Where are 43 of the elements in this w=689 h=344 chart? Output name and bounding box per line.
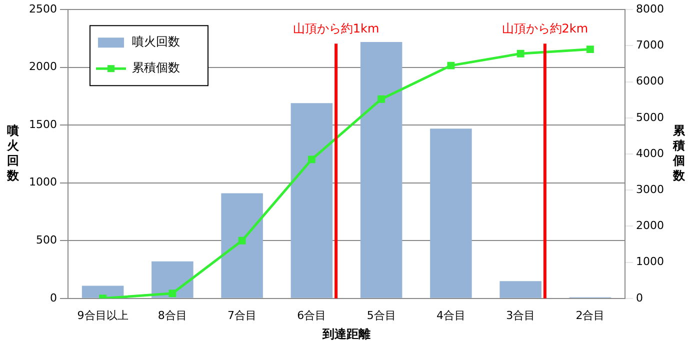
x-tick-label: 2合目 [576,308,605,322]
point [308,156,316,164]
x-tick-label: 6合目 [297,308,326,322]
x-tick-label: 9合目以上 [77,308,128,322]
y-tick-label: 500 [36,234,57,246]
y2-tick-label: 1000 [636,255,664,268]
x-tick-label: 7合目 [228,308,257,322]
point [378,95,386,103]
x-tick-label: 4合目 [436,308,466,322]
y-axis-title: 噴火回数 [6,124,20,183]
point [168,290,176,298]
point [586,46,594,54]
y-tick-label: 1000 [28,176,57,189]
legend-label: 累積個数 [132,60,180,75]
y2-tick-label: 2000 [636,219,664,232]
y-tick-label: 1500 [28,118,57,131]
bar [221,193,263,298]
ref-line-label: 山頂から約2km [502,22,588,36]
y2-tick-label: 4000 [636,146,664,160]
y2-tick-label: 0 [636,291,644,304]
point [516,50,524,58]
bar [290,103,333,298]
y2-tick-label: 3000 [636,182,664,196]
point [238,236,246,244]
bar [152,261,194,298]
y2-tick-label: 6000 [636,74,664,88]
point [447,62,455,70]
y2-tick-label: 8000 [636,2,664,16]
bar [360,42,402,298]
bar [500,281,542,298]
y-tick-label: 2500 [28,2,57,16]
y2-tick-label: 7000 [636,38,664,52]
legend-label: 噴火回数 [132,34,180,49]
x-axis-title: 到達距離 [322,326,370,341]
y2-axis-title: 累積個数 [672,124,686,183]
ref-line-label: 山頂から約1km [292,22,380,36]
bar [430,128,472,298]
x-tick-label: 3合目 [506,308,536,322]
x-tick-label: 8合目 [158,308,187,322]
y-tick-label: 0 [50,291,57,304]
x-tick-label: 5合目 [366,308,396,322]
y-tick-label: 2000 [28,60,57,74]
y2-tick-label: 5000 [636,110,664,124]
